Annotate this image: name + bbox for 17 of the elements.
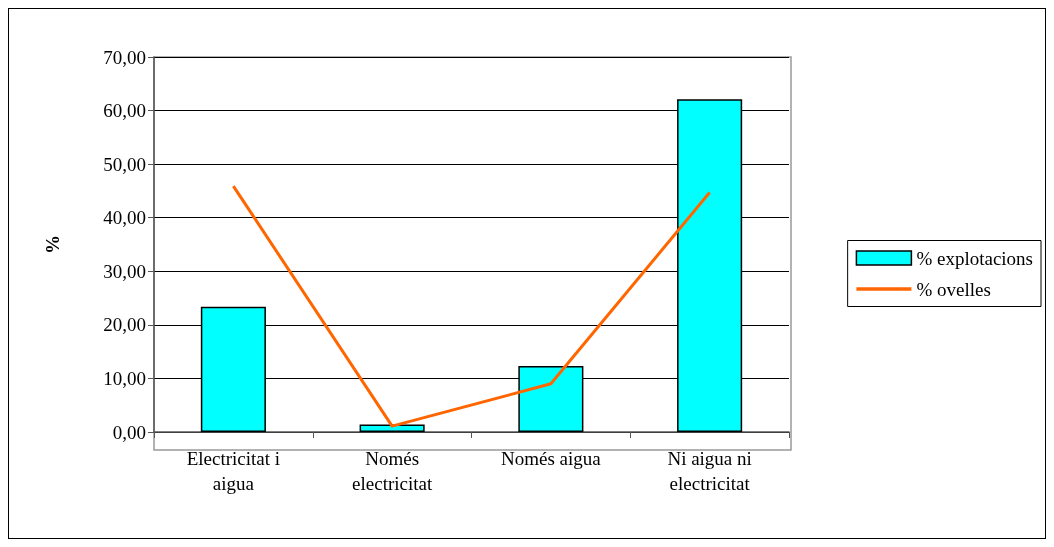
y-tick-label: 0,00: [112, 421, 146, 443]
y-tick-label: 60,00: [103, 100, 146, 122]
bar: [359, 424, 425, 432]
line-series: [231, 184, 712, 428]
y-tick-label: 10,00: [103, 367, 146, 389]
y-tick-label: 30,00: [103, 260, 146, 282]
x-tick-label: Només aigua: [501, 448, 602, 469]
legend-label: % ovelles: [916, 278, 991, 300]
y-tick-label: 40,00: [103, 207, 146, 229]
x-tick-label: Ni aigua ni electricitat: [667, 448, 752, 494]
x-tick-label: Electricitat i aigua: [186, 448, 281, 494]
y-tick-label: 50,00: [103, 153, 146, 175]
legend-label: % explotacions: [916, 247, 1033, 269]
x-tick-label: Només electricitat: [352, 448, 433, 494]
y-axis-title: %: [42, 235, 63, 254]
y-tick-label: 20,00: [103, 314, 146, 336]
y-tick-label: 70,00: [103, 46, 146, 68]
